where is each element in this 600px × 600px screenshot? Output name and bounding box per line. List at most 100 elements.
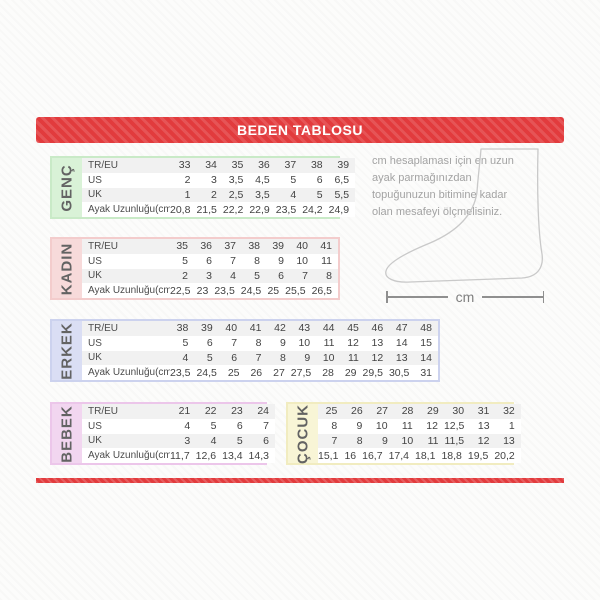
table-cell: 34 (205, 159, 217, 172)
table-cell: 3,5 (255, 188, 270, 201)
table-cell: 11 (347, 351, 359, 364)
table-cell: 8 (326, 269, 332, 282)
table-cell: 18,8 (441, 449, 462, 462)
table-cell: 7 (255, 351, 262, 364)
table-cell: 46 (371, 322, 384, 335)
table-cell: 39 (201, 322, 213, 335)
table-cell: 20,8 (170, 203, 191, 216)
foot-outline-illustration (380, 147, 550, 289)
section-label: ERKEK (58, 321, 76, 380)
table-cell: 16 (344, 449, 357, 462)
table-cell: 44 (322, 322, 335, 335)
table-cell: 14 (420, 351, 432, 364)
table-cell: 25,5 (285, 284, 306, 297)
table-cell: 5 (316, 188, 323, 201)
table-cell: 13 (371, 337, 384, 350)
table-cell: 47 (395, 322, 408, 335)
table-cell: 4 (184, 420, 191, 433)
foot-outline-icon (385, 148, 543, 283)
table-cell: 5 (206, 351, 213, 364)
table-cell: 27,5 (290, 366, 312, 379)
table-cell: 13 (503, 434, 515, 447)
table-cell: 11,7 (170, 449, 190, 462)
table-cell: 12 (371, 351, 384, 364)
table-cell: 6 (206, 255, 212, 268)
size-table-bebek: BEBEK TR/EU 21 22 23 24 US 4 5 6 7 UK 3 4 5 6 Ayak Uzun… (50, 402, 275, 465)
table-cell: 7 (331, 434, 338, 447)
table-cell: 9 (356, 420, 363, 433)
table-cell: 6 (231, 351, 238, 364)
table-cell: 8 (331, 420, 338, 433)
section-table: TR/EU 33 34 35 36 37 38 39 US 2 3 3,5 4,5 5 6 6,5 UK 1 2 2,… (82, 158, 356, 217)
table-cell: 12 (426, 420, 438, 433)
table-cell: 27 (376, 405, 389, 418)
table-cell: 23,5 (170, 366, 191, 379)
section-table: TR/EU 35 36 37 38 39 40 41 US 5 6 7 8 9 10 11 UK 2 3 4 5 6 7 8 A… (82, 239, 338, 298)
table-cell: 3 (184, 434, 191, 447)
table-cell: 4 (210, 434, 217, 447)
row-label: US (88, 174, 102, 186)
table-cell: 28 (322, 366, 334, 379)
section-label-column: ERKEK (52, 321, 82, 380)
measure-tick-right (542, 291, 545, 303)
table-cell: 3 (211, 174, 217, 187)
table-cell: 35 (176, 240, 188, 253)
bottom-accent-strip (36, 478, 564, 483)
table-cell: 29 (427, 405, 439, 418)
table-row: Ayak Uzunluğu(cm) 23,5 24,5 25 26 27 27,5 28 29 2… (82, 365, 438, 380)
table-cell: 11 (321, 255, 332, 268)
table-cell: 20,2 (494, 449, 515, 462)
table-cell: 14,3 (248, 449, 269, 462)
table-cell: 4 (230, 269, 236, 282)
table-row: US 2 3 3,5 4,5 5 6 6,5 (82, 172, 356, 188)
measurement-instructions: cm hesaplaması için en uzun ayak parmağı… (372, 155, 514, 218)
table-row: US 5 6 7 8 9 10 11 (82, 253, 338, 269)
table-cell: 25 (325, 405, 338, 418)
row-label: TR/EU (88, 159, 118, 171)
table-cell: 25 (227, 366, 240, 379)
table-cell: 21,5 (196, 203, 217, 216)
table-cell: 8 (254, 255, 260, 268)
table-row: 25 26 27 28 29 30 31 32 (318, 404, 521, 419)
table-cell: 24,5 (240, 284, 262, 297)
table-cell: 3 (206, 269, 212, 282)
table-cell: 36 (200, 240, 212, 253)
table-cell: 8 (255, 337, 262, 350)
table-cell: 2 (184, 174, 191, 187)
table-cell: 6,5 (334, 174, 350, 187)
table-cell: 12 (347, 337, 359, 350)
row-label: UK (88, 189, 102, 201)
size-table-genc: GENÇ TR/EU 33 34 35 36 37 38 39 US 2 3 3,5 4,5 5 6 6,5 U… (50, 156, 356, 219)
table-cell: 14 (395, 337, 408, 350)
row-label: Ayak Uzunluğu(cm) (88, 204, 170, 216)
table-cell: 28 (401, 405, 414, 418)
table-cell: 9 (278, 255, 284, 268)
table-cell: 29 (344, 366, 357, 379)
row-label: UK (88, 352, 102, 364)
table-row: 7 8 9 10 11 11,5 12 13 (318, 433, 521, 449)
table-cell: 45 (347, 322, 359, 335)
table-cell: 30 (452, 405, 465, 418)
table-cell: 10 (298, 337, 311, 350)
table-cell: 24,2 (302, 203, 323, 216)
section-label-column: KADIN (52, 239, 82, 298)
table-cell: 35 (231, 159, 244, 172)
table-row: Ayak Uzunluğu(cm) 11,7 12,6 13,4 14,3 (82, 448, 275, 463)
table-cell: 5 (236, 434, 243, 447)
table-cell: 10 (375, 420, 388, 433)
table-cell: 1 (184, 188, 191, 201)
row-label: US (88, 255, 102, 267)
table-cell: 23,5 (275, 203, 297, 216)
cm-measurement-line: cm (386, 288, 545, 306)
table-cell: 13 (477, 420, 490, 433)
measure-tick-left (386, 291, 388, 303)
table-cell: 26,5 (311, 284, 332, 297)
table-cell: 48 (420, 322, 432, 335)
section-label: BEBEK (58, 404, 76, 463)
table-row: TR/EU 33 34 35 36 37 38 39 (82, 158, 356, 173)
row-label: Ayak Uzunluğu(cm) (88, 285, 170, 297)
table-cell: 24,5 (196, 366, 217, 379)
table-cell: 13,4 (222, 449, 243, 462)
measure-segment (482, 296, 543, 298)
